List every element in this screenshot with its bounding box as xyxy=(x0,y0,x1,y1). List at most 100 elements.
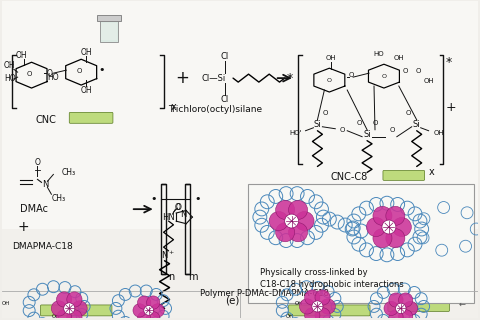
Text: O: O xyxy=(323,110,328,116)
Text: O: O xyxy=(403,68,408,74)
Text: N: N xyxy=(42,180,48,189)
Text: C18-C18 hydrophobic interactions: C18-C18 hydrophobic interactions xyxy=(260,280,404,289)
Circle shape xyxy=(144,306,154,315)
Circle shape xyxy=(403,301,418,316)
Bar xyxy=(2,1,478,229)
Text: HO: HO xyxy=(48,73,59,82)
Circle shape xyxy=(269,212,288,231)
Circle shape xyxy=(398,293,413,307)
Text: Physically cross-linked by: Physically cross-linked by xyxy=(260,268,368,277)
Circle shape xyxy=(392,218,411,236)
Text: Si: Si xyxy=(413,120,420,129)
Text: O: O xyxy=(176,203,181,212)
Text: •: • xyxy=(194,194,201,204)
Text: O: O xyxy=(339,127,345,133)
FancyBboxPatch shape xyxy=(288,305,370,316)
Circle shape xyxy=(386,206,405,225)
Text: OH: OH xyxy=(286,314,294,319)
Bar xyxy=(97,15,121,20)
Circle shape xyxy=(151,304,164,317)
Circle shape xyxy=(373,206,392,225)
Text: OH: OH xyxy=(4,61,15,70)
Text: Trichloro(octyl)silane: Trichloro(octyl)silane xyxy=(168,105,262,114)
Text: HO': HO' xyxy=(289,130,302,136)
Text: x: x xyxy=(429,167,434,177)
Circle shape xyxy=(64,303,75,314)
Text: +: + xyxy=(168,250,173,255)
Circle shape xyxy=(389,293,403,307)
Circle shape xyxy=(72,301,87,316)
Circle shape xyxy=(295,212,314,231)
Text: O: O xyxy=(416,68,421,74)
Circle shape xyxy=(146,296,160,309)
Text: O: O xyxy=(35,158,40,167)
FancyBboxPatch shape xyxy=(388,301,449,311)
Circle shape xyxy=(373,229,392,248)
Text: O: O xyxy=(382,74,386,79)
Bar xyxy=(100,17,118,42)
Text: O: O xyxy=(389,127,395,133)
Circle shape xyxy=(51,301,67,316)
Text: OH: OH xyxy=(394,55,404,61)
Circle shape xyxy=(396,303,406,314)
Circle shape xyxy=(57,310,72,320)
Circle shape xyxy=(146,312,160,320)
Text: (e): (e) xyxy=(225,295,239,306)
Text: O: O xyxy=(327,78,332,83)
Circle shape xyxy=(398,310,413,320)
Circle shape xyxy=(386,229,405,248)
Text: *: * xyxy=(287,72,293,84)
Text: HO: HO xyxy=(373,51,384,57)
Text: Si: Si xyxy=(313,120,321,129)
Text: OH: OH xyxy=(424,78,434,84)
Text: DMAPMA-C18: DMAPMA-C18 xyxy=(12,242,72,252)
Bar xyxy=(101,22,117,40)
Text: Polymer P-DMAc-DMAPMA-C18: Polymer P-DMAc-DMAPMA-C18 xyxy=(200,289,329,298)
Circle shape xyxy=(57,292,72,307)
Circle shape xyxy=(300,299,315,314)
Text: O: O xyxy=(27,71,32,77)
Text: O: O xyxy=(76,68,82,74)
Circle shape xyxy=(288,200,308,220)
Text: O: O xyxy=(47,69,52,78)
FancyBboxPatch shape xyxy=(383,171,425,180)
Text: OH: OH xyxy=(52,314,60,319)
Circle shape xyxy=(389,310,403,320)
Text: OH: OH xyxy=(2,301,10,306)
Text: O: O xyxy=(175,203,180,212)
Text: OH: OH xyxy=(80,48,92,57)
Circle shape xyxy=(137,312,151,320)
Text: O: O xyxy=(348,72,354,78)
Circle shape xyxy=(320,299,336,314)
Text: O: O xyxy=(357,120,362,126)
Circle shape xyxy=(305,308,320,320)
Circle shape xyxy=(315,290,330,305)
Circle shape xyxy=(137,296,151,309)
Text: •: • xyxy=(150,194,156,204)
Text: x: x xyxy=(170,102,176,112)
Text: Cl: Cl xyxy=(221,52,229,61)
Bar xyxy=(248,184,474,303)
Circle shape xyxy=(133,304,146,317)
Text: O: O xyxy=(372,120,378,126)
Text: Cl—Si: Cl—Si xyxy=(201,74,225,83)
Text: OH: OH xyxy=(295,301,303,306)
Text: N: N xyxy=(180,210,187,219)
Text: CNC: CNC xyxy=(36,115,57,125)
Text: Si: Si xyxy=(363,130,371,139)
Circle shape xyxy=(285,214,299,228)
Text: HO: HO xyxy=(4,74,15,83)
Text: •: • xyxy=(99,65,105,75)
Circle shape xyxy=(366,218,385,236)
Text: CH₃: CH₃ xyxy=(51,194,65,203)
Text: OH: OH xyxy=(326,55,336,61)
Circle shape xyxy=(288,223,308,242)
Circle shape xyxy=(382,220,396,234)
Text: +: + xyxy=(176,69,190,87)
Text: +: + xyxy=(445,101,456,115)
Text: Cl: Cl xyxy=(221,95,229,104)
Circle shape xyxy=(305,290,320,305)
Text: CNC-C8: CNC-C8 xyxy=(331,172,368,182)
Text: n: n xyxy=(168,272,175,282)
Text: CH₃: CH₃ xyxy=(61,168,75,177)
